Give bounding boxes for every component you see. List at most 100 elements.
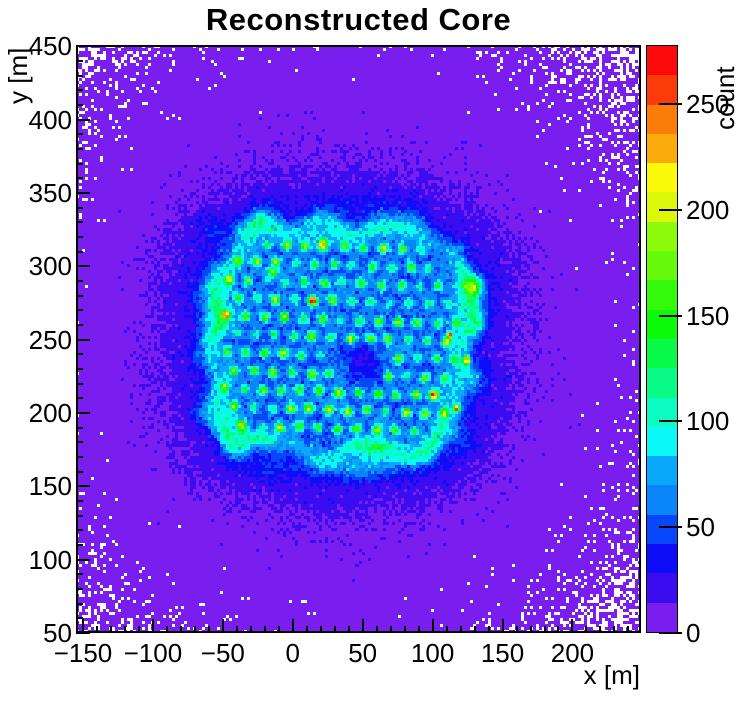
y-minor-tick (76, 104, 83, 107)
x-minor-tick (235, 626, 238, 633)
colorbar-band (647, 602, 677, 632)
y-minor-tick (76, 148, 83, 151)
x-minor-tick (193, 626, 196, 633)
y-minor-tick (76, 221, 83, 224)
colorbar-tick (659, 103, 682, 106)
y-major-tick (76, 485, 90, 488)
y-major-tick (76, 558, 90, 561)
colorbar-band (647, 280, 677, 310)
colorbar (646, 45, 678, 633)
colorbar-tick-label: 100 (686, 406, 730, 437)
x-minor-tick (277, 626, 280, 633)
y-major-tick (76, 45, 90, 48)
y-tick-label: 300 (28, 251, 72, 282)
x-minor-tick (95, 626, 98, 633)
x-minor-tick (613, 626, 616, 633)
x-tick-label: 100 (410, 638, 455, 668)
colorbar-tick-label: 200 (686, 194, 730, 225)
x-minor-tick (109, 626, 112, 633)
y-minor-tick (76, 456, 83, 459)
y-minor-tick (76, 353, 83, 356)
y-tick-label: 150 (28, 471, 72, 502)
y-minor-tick (76, 133, 83, 136)
y-minor-tick (76, 294, 83, 297)
colorbar-band (647, 456, 677, 486)
y-major-tick (76, 338, 90, 341)
colorbar-band (647, 251, 677, 281)
y-minor-tick (76, 162, 83, 165)
x-tick-label: −50 (200, 638, 245, 668)
x-minor-tick (249, 626, 252, 633)
y-minor-tick (76, 617, 83, 620)
y-tick-label: 50 (43, 618, 72, 648)
y-tick-label: 350 (28, 178, 72, 209)
x-major-tick (221, 619, 224, 633)
y-minor-tick (76, 426, 83, 429)
x-major-tick (361, 619, 364, 633)
colorbar-band (647, 514, 677, 545)
x-minor-tick (179, 626, 182, 633)
x-major-tick (571, 619, 574, 633)
colorbar-band (647, 133, 677, 164)
y-minor-tick (76, 250, 83, 253)
x-minor-tick (207, 626, 210, 633)
x-minor-tick (445, 626, 448, 633)
colorbar-band (647, 426, 677, 457)
x-minor-tick (375, 626, 378, 633)
y-minor-tick (76, 529, 83, 532)
y-minor-tick (76, 441, 83, 444)
colorbar-tick-label: 50 (686, 512, 715, 543)
y-minor-tick (76, 206, 83, 209)
colorbar-tick (659, 420, 682, 423)
y-minor-tick (76, 573, 83, 576)
y-minor-tick (76, 309, 83, 312)
colorbar-tick-label: 250 (686, 89, 730, 120)
y-tick-label: 400 (28, 104, 72, 135)
x-minor-tick (585, 626, 588, 633)
colorbar-band (647, 338, 677, 369)
colorbar-band (647, 544, 677, 574)
x-tick-label: 200 (550, 638, 595, 668)
y-major-tick (76, 192, 90, 195)
y-minor-tick (76, 324, 83, 327)
y-minor-tick (76, 60, 83, 63)
x-minor-tick (263, 626, 266, 633)
x-tick-label: 50 (348, 638, 378, 668)
y-minor-tick (76, 397, 83, 400)
colorbar-band (647, 309, 677, 339)
y-minor-tick (76, 280, 83, 283)
colorbar-band (647, 368, 677, 398)
x-minor-tick (599, 626, 602, 633)
x-minor-tick (165, 626, 168, 633)
y-tick-label: 200 (28, 398, 72, 429)
colorbar-tick (659, 632, 682, 634)
x-minor-tick (529, 626, 532, 633)
colorbar-band (647, 485, 677, 515)
y-major-tick (76, 632, 90, 634)
y-tick-label: 100 (28, 544, 72, 575)
y-minor-tick (76, 514, 83, 517)
y-minor-tick (76, 89, 83, 92)
x-tick-label: 0 (285, 638, 300, 668)
x-minor-tick (389, 626, 392, 633)
x-tick-label: −150 (53, 638, 113, 668)
x-minor-tick (515, 626, 518, 633)
x-minor-tick (473, 626, 476, 633)
colorbar-band (647, 192, 677, 222)
y-minor-tick (76, 74, 83, 77)
colorbar-title: count (710, 66, 740, 130)
x-minor-tick (627, 626, 630, 633)
y-major-tick (76, 265, 90, 268)
y-axis-title: y [m] (3, 47, 33, 104)
x-minor-tick (319, 626, 322, 633)
y-minor-tick (76, 382, 83, 385)
colorbar-band (647, 163, 677, 193)
y-minor-tick (76, 544, 83, 547)
y-major-tick (76, 118, 90, 121)
x-minor-tick (543, 626, 546, 633)
colorbar-band (647, 104, 677, 134)
x-major-tick (151, 619, 154, 633)
x-minor-tick (347, 626, 350, 633)
x-minor-tick (403, 626, 406, 633)
